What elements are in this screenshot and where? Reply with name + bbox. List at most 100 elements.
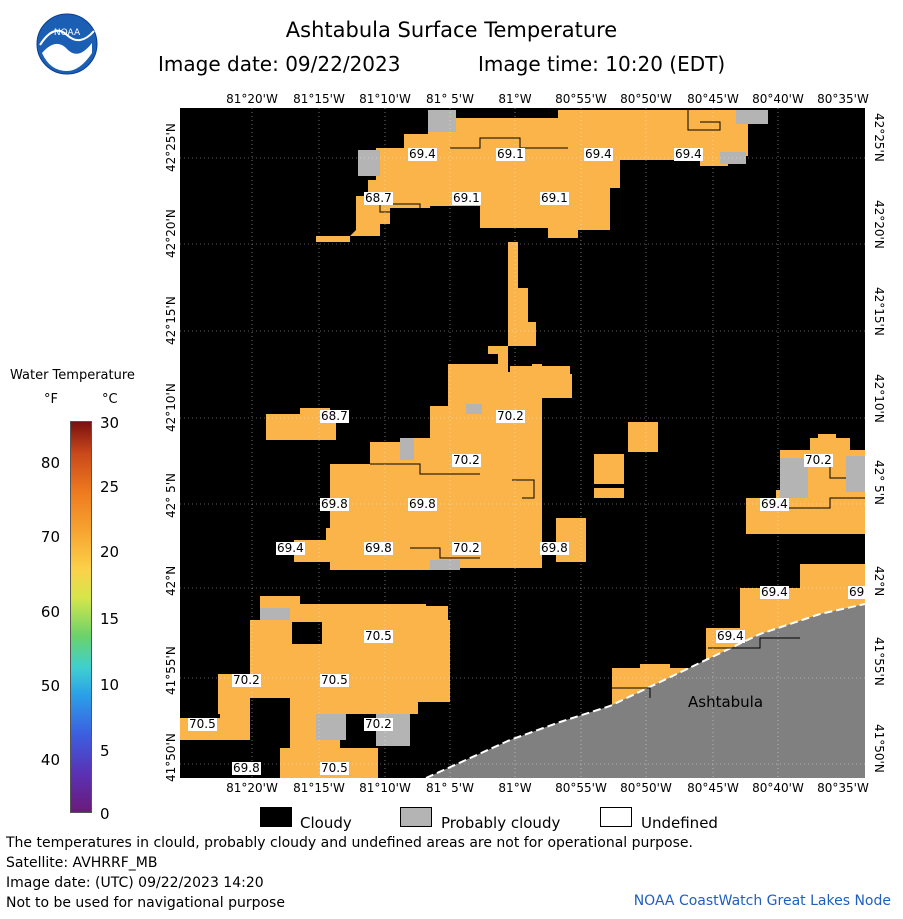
temp-label: 70.5 — [188, 717, 217, 731]
temp-label: 70.5 — [320, 673, 349, 687]
lon-label: 81°20'W — [226, 781, 278, 795]
lon-label: 80°40'W — [752, 781, 804, 795]
footer-credit: NOAA CoastWatch Great Lakes Node — [633, 893, 891, 909]
key-label-probably-cloudy: Probably cloudy — [441, 814, 561, 832]
temp-label: 69.1 — [540, 191, 569, 205]
lat-label: 42° 5'N — [872, 460, 886, 505]
temp-label: 68.7 — [320, 409, 349, 423]
probably-cloudy-patch — [358, 150, 380, 176]
probably-cloudy-patch — [316, 714, 346, 740]
lat-label: 41°55'N — [872, 637, 886, 686]
temp-label: 69.8 — [232, 761, 261, 775]
cloudy-patch — [180, 740, 280, 778]
lat-label: 42°N — [872, 566, 886, 597]
tick-c: 20 — [100, 543, 120, 561]
lon-label: 81°10'W — [359, 92, 411, 106]
lat-label: 42°10'N — [872, 374, 886, 423]
temp-label: 70.2 — [804, 453, 833, 467]
image-date: Image date: 09/22/2023 — [158, 52, 401, 76]
lat-label: 42° 5'N — [164, 473, 178, 518]
tick-f: 80 — [40, 454, 60, 472]
temp-label: 69.8 — [320, 497, 349, 511]
lon-label: 81°15'W — [293, 92, 345, 106]
temp-label: 69.4 — [760, 497, 789, 511]
key-swatch-cloudy — [260, 807, 292, 827]
isotherm-contours — [370, 110, 865, 698]
noaa-logo: NOAA — [36, 13, 98, 75]
tick-c: 10 — [100, 676, 120, 694]
probably-cloudy-patch — [260, 608, 290, 620]
lon-label: 80°55'W — [555, 92, 607, 106]
temp-label: 69.8 — [408, 497, 437, 511]
lat-label: 42°25'N — [872, 113, 886, 162]
temp-label: 69.4 — [760, 585, 789, 599]
map-title: Ashtabula Surface Temperature — [285, 18, 618, 42]
lat-label: 42°15'N — [872, 287, 886, 336]
unit-f: °F — [44, 392, 58, 407]
tick-c: 0 — [100, 805, 110, 823]
tick-c: 5 — [100, 742, 110, 760]
cloudy-patch — [292, 622, 322, 644]
key-label-cloudy: Cloudy — [300, 814, 352, 832]
temp-label: 70.2 — [496, 409, 525, 423]
lon-label: 81°10'W — [359, 781, 411, 795]
temp-label: 69.4 — [584, 147, 613, 161]
key-swatch-undefined — [600, 807, 632, 827]
temp-label: 68.7 — [364, 191, 393, 205]
cloudy-patch — [250, 698, 290, 738]
lon-label: 80°50'W — [620, 92, 672, 106]
lat-label: 41°50'N — [164, 733, 178, 782]
lon-label: 80°45'W — [687, 781, 739, 795]
tick-c: 15 — [100, 610, 120, 628]
coastline — [425, 603, 865, 778]
temp-label: 70.2 — [452, 541, 481, 555]
lat-label: 42°15'N — [164, 296, 178, 345]
warm-water-region-north — [316, 110, 748, 242]
footer-nav-warning: Not to be used for navigational purpose — [6, 895, 285, 911]
temp-label: 69.8 — [540, 541, 569, 555]
key-swatch-probably-cloudy — [400, 807, 432, 827]
footer-satellite: Satellite: AVHRRF_MB — [6, 855, 158, 871]
legend-title: Water Temperature — [10, 368, 135, 383]
probably-cloudy-patch — [846, 456, 865, 492]
image-time: Image time: 10:20 (EDT) — [478, 52, 726, 76]
lon-label: 80°35'W — [817, 92, 869, 106]
tick-f: 50 — [40, 677, 60, 695]
probably-cloudy-patch — [428, 110, 456, 132]
lon-label: 81°W — [498, 781, 532, 795]
temperature-colorbar — [70, 421, 92, 813]
lon-label: 81°20'W — [226, 92, 278, 106]
footer-disclaimer: The temperatures in clould, probably clo… — [6, 835, 693, 851]
probably-cloudy-patch — [430, 560, 460, 570]
lat-label: 41°55'N — [164, 646, 178, 695]
footer-utc-date: Image date: (UTC) 09/22/2023 14:20 — [6, 875, 264, 891]
lon-label: 80°55'W — [555, 781, 607, 795]
tick-f: 60 — [40, 603, 60, 621]
probably-cloudy-patch — [780, 458, 808, 498]
temp-label: 69.4 — [276, 541, 305, 555]
probably-cloudy-patch — [720, 152, 746, 164]
city-label-ashtabula: Ashtabula — [688, 693, 764, 711]
key-label-undefined: Undefined — [641, 814, 718, 832]
lat-label: 42°20'N — [164, 209, 178, 258]
temp-label: 69.8 — [364, 541, 393, 555]
lon-label: 81°15'W — [293, 781, 345, 795]
map-canvas — [180, 108, 865, 778]
warm-water-region-center-2 — [266, 370, 658, 570]
tick-f: 70 — [40, 528, 60, 546]
lon-label: 81° 5'W — [426, 92, 474, 106]
lon-label: 81°W — [498, 92, 532, 106]
lat-label: 42°N — [164, 565, 178, 596]
temp-label: 70.2 — [232, 673, 261, 687]
tick-f: 40 — [40, 751, 60, 769]
temp-label: 69.4 — [716, 629, 745, 643]
lat-label: 42°10'N — [164, 383, 178, 432]
lon-label: 80°50'W — [620, 781, 672, 795]
temp-label: 69.4 — [408, 147, 437, 161]
temp-label: 69 — [848, 585, 865, 599]
temp-label: 70.5 — [364, 629, 393, 643]
temp-label: 70.5 — [320, 761, 349, 775]
unit-c: °C — [102, 392, 118, 407]
temp-label: 70.2 — [364, 717, 393, 731]
lat-label: 42°20'N — [872, 200, 886, 249]
